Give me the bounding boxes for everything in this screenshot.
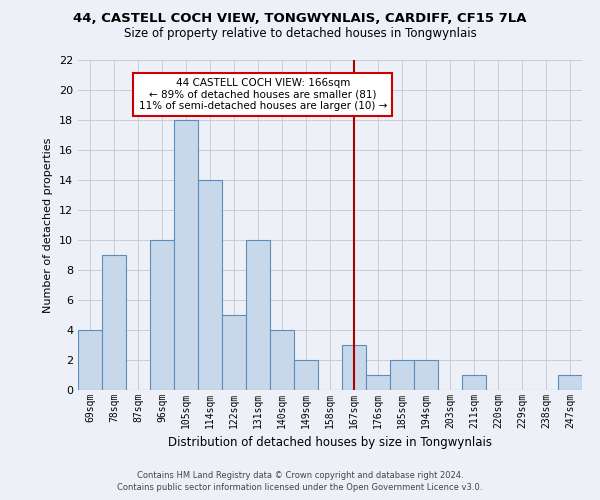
Bar <box>222 315 246 390</box>
Bar <box>342 345 366 390</box>
Bar <box>102 255 126 390</box>
Bar <box>270 330 294 390</box>
Bar <box>78 330 102 390</box>
Y-axis label: Number of detached properties: Number of detached properties <box>43 138 53 312</box>
Bar <box>198 180 222 390</box>
Text: Size of property relative to detached houses in Tongwynlais: Size of property relative to detached ho… <box>124 28 476 40</box>
Bar <box>174 120 198 390</box>
Text: 44, CASTELL COCH VIEW, TONGWYNLAIS, CARDIFF, CF15 7LA: 44, CASTELL COCH VIEW, TONGWYNLAIS, CARD… <box>73 12 527 26</box>
Text: 44 CASTELL COCH VIEW: 166sqm
← 89% of detached houses are smaller (81)
11% of se: 44 CASTELL COCH VIEW: 166sqm ← 89% of de… <box>139 78 387 111</box>
Bar <box>294 360 318 390</box>
Bar <box>366 375 390 390</box>
Bar <box>462 375 486 390</box>
Bar <box>414 360 438 390</box>
Bar <box>246 240 270 390</box>
Text: Contains HM Land Registry data © Crown copyright and database right 2024.
Contai: Contains HM Land Registry data © Crown c… <box>118 471 482 492</box>
Bar <box>390 360 414 390</box>
Bar <box>150 240 174 390</box>
Bar <box>558 375 582 390</box>
X-axis label: Distribution of detached houses by size in Tongwynlais: Distribution of detached houses by size … <box>168 436 492 450</box>
